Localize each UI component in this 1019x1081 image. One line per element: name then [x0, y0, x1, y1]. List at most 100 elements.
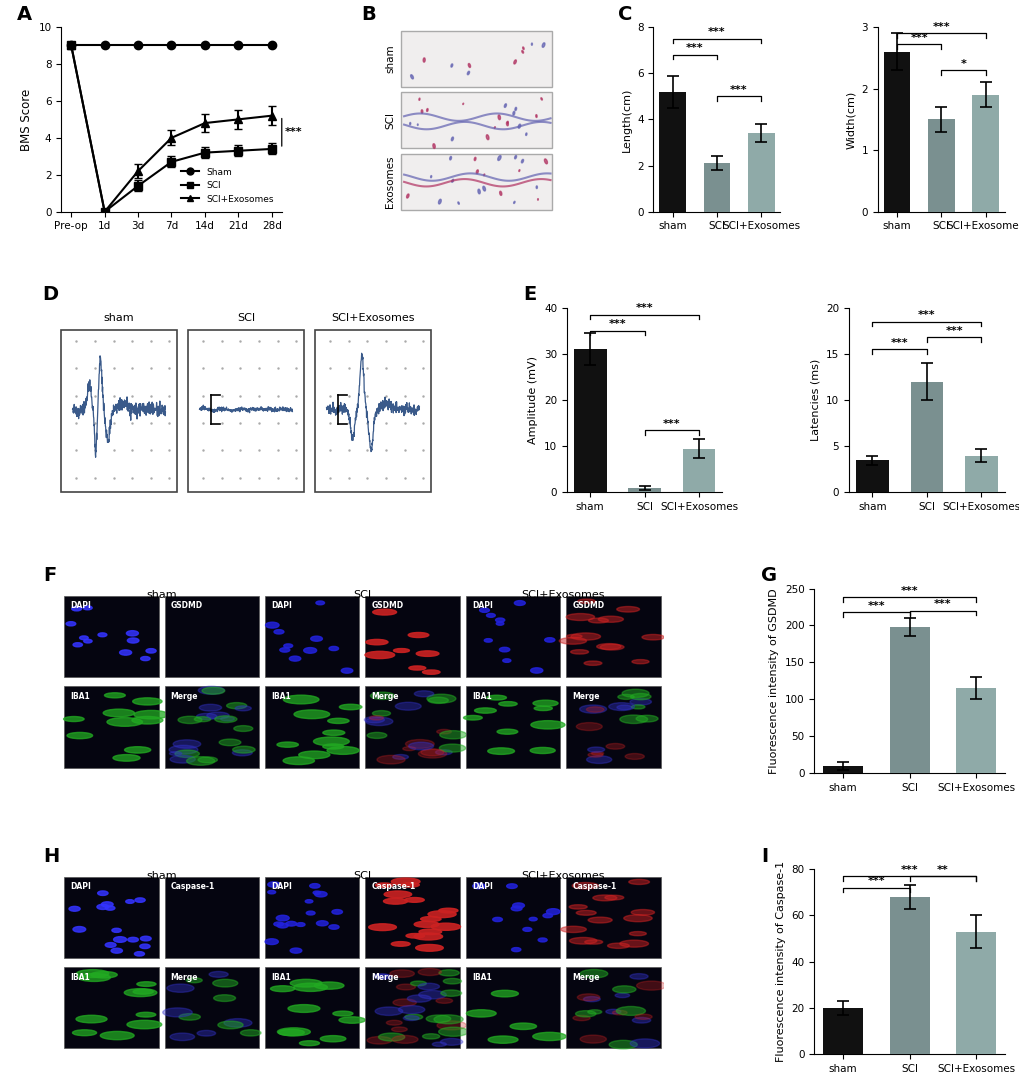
- Text: ***: ***: [635, 304, 653, 313]
- Y-axis label: Fluorescence intensity of Caspase-1: Fluorescence intensity of Caspase-1: [775, 862, 786, 1063]
- Text: Caspase-1: Caspase-1: [572, 882, 616, 891]
- Ellipse shape: [479, 609, 489, 612]
- Ellipse shape: [209, 972, 228, 977]
- Bar: [466, 877, 559, 958]
- Ellipse shape: [186, 978, 202, 983]
- Ellipse shape: [631, 705, 644, 709]
- Ellipse shape: [615, 1006, 645, 1015]
- Ellipse shape: [536, 186, 537, 188]
- Text: SCI+Exosomes: SCI+Exosomes: [521, 590, 604, 600]
- Text: ***: ***: [285, 128, 303, 137]
- Ellipse shape: [79, 636, 89, 640]
- Ellipse shape: [268, 882, 280, 888]
- Bar: [466, 686, 559, 768]
- Ellipse shape: [438, 908, 458, 912]
- Ellipse shape: [430, 175, 431, 177]
- Ellipse shape: [391, 942, 410, 946]
- Text: IBA1: IBA1: [472, 692, 491, 700]
- Text: B: B: [362, 4, 376, 24]
- Ellipse shape: [375, 883, 392, 888]
- Text: Exosomes: Exosomes: [385, 156, 395, 209]
- Ellipse shape: [487, 748, 514, 755]
- Ellipse shape: [393, 649, 409, 653]
- Bar: [265, 877, 359, 958]
- Bar: [164, 686, 259, 768]
- Ellipse shape: [529, 918, 537, 921]
- Ellipse shape: [141, 656, 150, 660]
- Ellipse shape: [591, 751, 603, 756]
- Bar: [910, 382, 943, 493]
- Ellipse shape: [311, 636, 322, 641]
- Text: DAPI: DAPI: [271, 882, 291, 891]
- Ellipse shape: [416, 651, 438, 656]
- Bar: [822, 1007, 862, 1054]
- Ellipse shape: [279, 648, 289, 652]
- Bar: [466, 596, 559, 677]
- Ellipse shape: [588, 917, 611, 923]
- Legend: Sham, SCI, SCI+Exosomes: Sham, SCI, SCI+Exosomes: [177, 164, 277, 208]
- Ellipse shape: [405, 1014, 422, 1019]
- Ellipse shape: [522, 51, 523, 53]
- Ellipse shape: [389, 970, 414, 977]
- Ellipse shape: [103, 709, 135, 717]
- Ellipse shape: [328, 924, 338, 930]
- Ellipse shape: [386, 1020, 401, 1025]
- Ellipse shape: [76, 970, 109, 977]
- Ellipse shape: [616, 705, 631, 709]
- Ellipse shape: [366, 639, 387, 645]
- Text: G: G: [760, 566, 776, 585]
- Ellipse shape: [625, 753, 644, 759]
- Ellipse shape: [127, 638, 139, 643]
- Ellipse shape: [438, 970, 459, 976]
- Ellipse shape: [197, 1030, 215, 1036]
- Ellipse shape: [428, 910, 455, 918]
- Ellipse shape: [503, 104, 506, 107]
- Bar: [822, 765, 862, 773]
- Ellipse shape: [426, 108, 428, 111]
- Ellipse shape: [518, 124, 520, 129]
- Ellipse shape: [175, 750, 199, 758]
- Ellipse shape: [146, 649, 156, 653]
- Ellipse shape: [426, 1015, 450, 1023]
- Ellipse shape: [268, 891, 275, 894]
- Ellipse shape: [73, 926, 86, 932]
- Ellipse shape: [265, 938, 278, 945]
- Ellipse shape: [506, 122, 507, 125]
- Ellipse shape: [322, 744, 343, 749]
- Ellipse shape: [482, 186, 485, 191]
- Ellipse shape: [577, 993, 599, 1001]
- Ellipse shape: [84, 639, 92, 643]
- Ellipse shape: [283, 695, 319, 704]
- Ellipse shape: [506, 884, 517, 889]
- Ellipse shape: [436, 730, 451, 734]
- Ellipse shape: [316, 921, 328, 925]
- Bar: [64, 686, 159, 768]
- Ellipse shape: [111, 948, 122, 953]
- Ellipse shape: [472, 883, 485, 889]
- Ellipse shape: [484, 639, 492, 642]
- Ellipse shape: [300, 1041, 319, 1045]
- Ellipse shape: [213, 979, 237, 987]
- Ellipse shape: [519, 170, 520, 172]
- Text: ***: ***: [707, 27, 725, 37]
- Ellipse shape: [69, 906, 81, 911]
- Ellipse shape: [416, 945, 443, 951]
- Ellipse shape: [392, 999, 416, 1006]
- Ellipse shape: [566, 614, 594, 620]
- Text: IBA1: IBA1: [271, 973, 290, 982]
- Ellipse shape: [463, 716, 482, 720]
- Text: E: E: [523, 285, 536, 305]
- Bar: [855, 461, 888, 493]
- Bar: [964, 455, 997, 493]
- Ellipse shape: [233, 725, 253, 732]
- Ellipse shape: [226, 703, 247, 709]
- Ellipse shape: [403, 1016, 419, 1020]
- Ellipse shape: [293, 710, 329, 719]
- Ellipse shape: [274, 629, 283, 633]
- Ellipse shape: [584, 660, 601, 666]
- Ellipse shape: [323, 730, 344, 735]
- Y-axis label: BMS Score: BMS Score: [19, 89, 33, 150]
- Ellipse shape: [283, 644, 292, 648]
- Text: Caspase-1: Caspase-1: [170, 882, 215, 891]
- Ellipse shape: [100, 1031, 135, 1040]
